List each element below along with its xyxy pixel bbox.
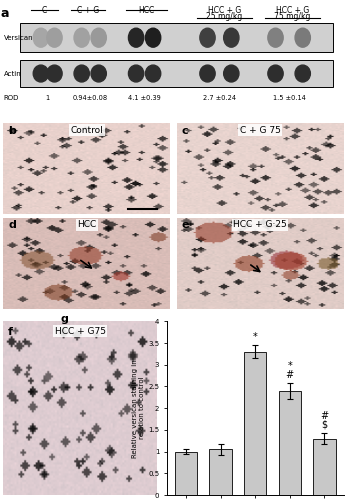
Bar [20,60,333,87]
Text: C + G: C + G [77,6,100,15]
Text: 75 mg/kg: 75 mg/kg [274,12,311,22]
Text: ROD: ROD [3,95,19,101]
Text: 25 mg/kg: 25 mg/kg [206,12,243,22]
Text: HCC + G: HCC + G [208,6,241,15]
Ellipse shape [224,65,239,82]
Text: *: * [253,332,257,342]
Bar [279,391,301,495]
Text: 1.5 ±0.14: 1.5 ±0.14 [273,95,306,101]
Ellipse shape [295,28,310,47]
Text: g: g [61,314,69,324]
Text: *
#: * # [286,360,294,380]
Ellipse shape [295,65,310,82]
Ellipse shape [145,28,161,47]
Text: C: C [42,6,47,15]
Bar [20,23,333,52]
Text: 4.1 ±0.39: 4.1 ±0.39 [128,95,161,101]
Text: Versican: Versican [3,34,33,40]
Ellipse shape [74,65,89,82]
Ellipse shape [33,65,49,82]
Text: C + G 75: C + G 75 [240,126,281,134]
Ellipse shape [200,65,215,82]
Y-axis label: Relative versican staining in
relation to control: Relative versican staining in relation t… [133,359,145,458]
Ellipse shape [128,65,144,82]
Text: a: a [0,7,9,20]
Text: Control: Control [70,126,103,134]
Text: f: f [8,326,13,336]
Ellipse shape [91,28,106,47]
Ellipse shape [268,28,283,47]
Text: HCC + G: HCC + G [276,6,309,15]
Ellipse shape [268,65,283,82]
Text: HCC: HCC [77,220,96,230]
Ellipse shape [224,28,239,47]
Text: b: b [8,126,16,136]
Text: 2.7 ±0.24: 2.7 ±0.24 [203,95,236,101]
Ellipse shape [47,65,62,82]
Text: e: e [182,220,189,230]
Ellipse shape [128,28,144,47]
Bar [313,438,336,495]
Bar [244,352,266,495]
Ellipse shape [145,65,161,82]
Ellipse shape [200,28,215,47]
Ellipse shape [91,65,106,82]
Text: Actin: Actin [3,70,21,76]
Ellipse shape [47,28,62,47]
Text: HCC + G·25: HCC + G·25 [233,220,287,230]
Text: #
$: # $ [320,411,328,430]
Bar [175,452,197,495]
Text: 0.94±0.08: 0.94±0.08 [73,95,108,101]
Text: d: d [8,220,16,230]
Text: c: c [182,126,188,136]
Ellipse shape [74,28,89,47]
Text: HCC: HCC [138,6,154,15]
Text: 1: 1 [45,95,50,101]
Text: HCC + G75: HCC + G75 [55,326,106,336]
Ellipse shape [33,28,49,47]
Bar [210,450,232,495]
